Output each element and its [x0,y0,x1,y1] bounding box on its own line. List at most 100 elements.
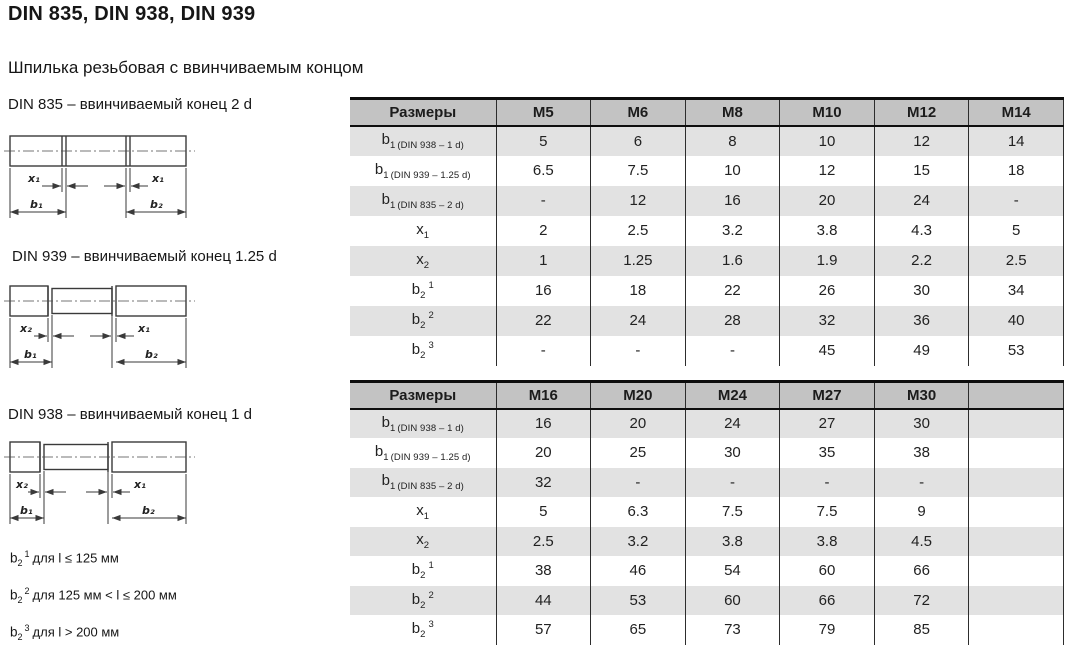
value-cell: 10 [779,125,875,156]
dimension-lines [9,471,187,524]
row-label-base: b [411,561,421,579]
row-label: b21 [350,556,497,586]
value-cell: 53 [968,335,1064,366]
value-cell: - [968,185,1064,216]
diagram-label-din938: DIN 938 – ввинчиваемый конец 1 d [8,406,252,423]
value-cell: 1.6 [685,245,781,276]
value-cell: 45 [779,335,875,366]
dim-label-x-right: x₁ [151,172,164,185]
dim-label-b2: b₂ [142,504,155,517]
row-label-sub: 1 (DIN 939 – 1.25 d) [383,451,471,463]
row-label-note: (DIN 835 – 2 d) [397,199,464,211]
value-cell: 32 [496,467,592,497]
row-label-sup: 1 [428,280,434,291]
value-cell: 9 [874,497,970,527]
dim-label-x-left: x₂ [15,478,28,491]
value-cell: 79 [779,615,875,645]
row-label-sub: 1 (DIN 835 – 2 d) [390,199,464,211]
table-row: x1 2 2.5 3.2 3.8 4.3 5 [350,215,1064,246]
row-label: x2 [350,245,497,276]
value-cell: 3.8 [779,215,875,246]
row-label: b1 (DIN 835 – 2 d) [350,467,497,497]
value-cell: 5 [968,215,1064,246]
header-sizes: Размеры [350,97,497,127]
header-M20: M20 [590,380,686,410]
value-cell: 22 [685,275,781,306]
value-cell: 66 [779,585,875,615]
row-label-sub: 1 (DIN 939 – 1.25 d) [383,169,471,181]
footnote-text: для l > 200 мм [32,624,120,640]
row-label: b1 (DIN 938 – 1 d) [350,125,497,156]
header-sizes: Размеры [350,380,497,410]
value-cell: 6.3 [590,497,686,527]
dim-table-2: Размеры M16 M20 M24 M27 M30 b1 (DIN 938 – 1 d)… [350,380,1064,645]
value-cell: 60 [685,585,781,615]
value-cell: 24 [685,408,781,438]
value-cell: 16 [685,185,781,216]
header-empty [968,380,1064,410]
diagram-label-din835: DIN 835 – ввинчиваемый конец 2 d [8,96,252,113]
value-cell: 46 [590,556,686,586]
value-cell: 1.9 [779,245,875,276]
row-label: b22 [350,305,497,336]
footnote: b22 для 125 мм < l ≤ 200 мм [10,586,177,605]
value-cell: - [590,467,686,497]
header-M10: M10 [779,97,875,127]
header-M14: M14 [968,97,1064,127]
dimension-lines [9,168,187,218]
table-row: x1 5 6.3 7.5 7.5 9 [350,497,1064,527]
value-cell: 40 [968,305,1064,336]
row-label-base: b [381,413,390,431]
table-row: x2 1 1.25 1.6 1.9 2.2 2.5 [350,245,1064,276]
row-label-sub: 1 (DIN 938 – 1 d) [390,422,464,434]
row-label: x1 [350,215,497,246]
value-cell: - [496,185,592,216]
value-cell: 1.25 [590,245,686,276]
row-label-base: b [381,472,390,490]
row-label-sup: 2 [428,589,434,601]
table-row: b1 (DIN 939 – 1.25 d) 20 25 30 35 38 [350,438,1064,468]
stud-drawing-din835: x₁ x₁ b₁ b₂ [4,135,195,218]
value-cell: 38 [874,438,970,468]
row-label-base: b [374,160,384,178]
value-cell: 5 [496,497,592,527]
value-cell: 27 [779,408,875,438]
row-label-note: (DIN 939 – 1.25 d) [390,451,471,463]
header-row: Размеры M16 M20 M24 M27 M30 [350,380,1064,410]
value-cell [968,585,1064,615]
row-label: b23 [350,615,497,645]
value-cell: 5 [496,125,592,156]
dim-label-b2: b₂ [145,348,158,361]
dim-label-x-left: x₂ [19,322,32,335]
value-cell: 3.8 [779,526,875,556]
value-cell: 66 [874,556,970,586]
row-label-sub: 2 [420,629,426,641]
header-M6: M6 [590,97,686,127]
value-cell: 7.5 [779,497,875,527]
row-label: b21 [350,275,497,306]
value-cell [968,408,1064,438]
value-cell [968,556,1064,586]
value-cell: 54 [685,556,781,586]
table-row: b1 (DIN 835 – 2 d) 32- - - - [350,467,1064,497]
value-cell: 20 [496,438,592,468]
row-label-base: x [416,501,424,519]
value-cell: 14 [968,125,1064,156]
header-M30: M30 [874,380,970,410]
row-label-sub: 2 [420,350,426,361]
value-cell: - [496,335,592,366]
value-cell: 2.5 [968,245,1064,276]
value-cell: 38 [496,556,592,586]
table-row: b1 (DIN 938 – 1 d) 5 6 8 10 12 14 [350,125,1064,156]
stud-drawing-din939: x₂ x₁ b₁ b₂ [4,285,195,368]
value-cell: 53 [590,585,686,615]
row-label-sub: 2 [423,540,430,552]
header-M27: M27 [779,380,875,410]
row-label-sup: 1 [428,560,434,572]
value-cell: - [685,335,781,366]
header-M16: M16 [496,380,592,410]
value-cell: 1 [496,245,592,276]
table-row: b1 (DIN 939 – 1.25 d) 6.5 7.5 10 12 15 18 [350,155,1064,186]
row-label: b1 (DIN 938 – 1 d) [350,408,497,438]
row-label-base: b [411,620,421,638]
